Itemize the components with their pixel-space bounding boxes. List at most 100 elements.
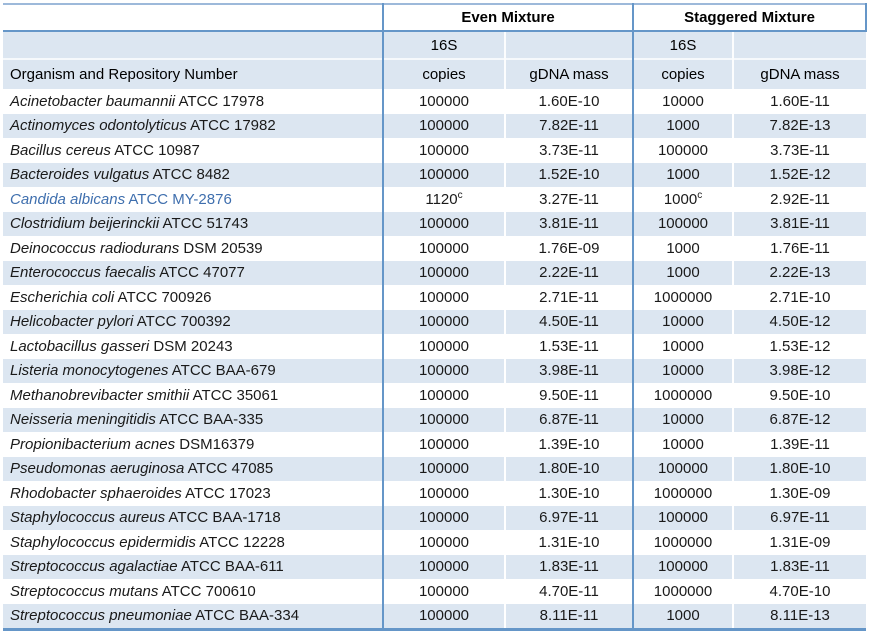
table-row: Enterococcus faecalis ATCC 47077 100000 2.… bbox=[3, 260, 866, 285]
even-gdna-mass-cell: 1.80E-10 bbox=[504, 456, 633, 481]
staggered-gdna-mass-cell: 4.50E-12 bbox=[732, 309, 866, 334]
staggered-16s-copies-cell: 1000000 bbox=[632, 383, 733, 408]
staggered-copies-label: copies bbox=[661, 66, 705, 83]
table-row: Candida albicans ATCC MY-2876 1120c 3.27E-… bbox=[3, 187, 866, 212]
table-row: Staphylococcus aureus ATCC BAA-1718 10000… bbox=[3, 505, 866, 530]
staggered-16s-copies-cell: 10000 bbox=[632, 334, 733, 359]
staggered-gdna-mass-cell: 6.97E-11 bbox=[732, 505, 866, 530]
organism-cell: Streptococcus agalactiae ATCC BAA-611 bbox=[10, 558, 284, 576]
staggered-16s-copies-cell: 1000c bbox=[632, 187, 733, 212]
organism-name: Staphylococcus aureus bbox=[10, 509, 166, 527]
organism-cell: Helicobacter pylori ATCC 700392 bbox=[10, 313, 231, 331]
staggered-16s-copies-cell: 1000 bbox=[632, 113, 733, 138]
staggered-gdna-mass-cell: 9.50E-10 bbox=[732, 383, 866, 408]
staggered-16s-copies-cell: 1000000 bbox=[632, 579, 733, 604]
even-16s-copies-cell: 100000 bbox=[382, 603, 505, 630]
even-gdna-mass-cell: 6.97E-11 bbox=[504, 505, 633, 530]
organism-cell: Staphylococcus aureus ATCC BAA-1718 bbox=[10, 509, 281, 527]
even-mixture-group-header: Even Mixture bbox=[382, 4, 633, 32]
even-gdna-spacer bbox=[506, 32, 632, 60]
table-row: Bacillus cereus ATCC 10987 100000 3.73E-11… bbox=[3, 138, 866, 163]
table-row: Propionibacterium acnes DSM16379 100000 1.… bbox=[3, 432, 866, 457]
organism-name: Bacteroides vulgatus bbox=[10, 166, 150, 184]
staggered-gdna-mass-cell: 1.52E-12 bbox=[732, 162, 866, 187]
even-gdna-mass-cell: 8.11E-11 bbox=[504, 603, 633, 630]
staggered-gdna-mass-cell: 2.71E-10 bbox=[732, 285, 866, 310]
even-16s-copies-cell: 100000 bbox=[382, 211, 505, 236]
even-16s-copies-cell: 100000 bbox=[382, 285, 505, 310]
staggered-16s-copies-cell: 10000 bbox=[632, 407, 733, 432]
organism-name: Helicobacter pylori bbox=[10, 313, 134, 331]
organism-name: Rhodobacter sphaeroides bbox=[10, 484, 182, 502]
staggered-gdna-mass-cell: 8.11E-13 bbox=[732, 603, 866, 630]
table-row: Streptococcus agalactiae ATCC BAA-611 100… bbox=[3, 554, 866, 579]
table-row: Clostridium beijerinckii ATCC 51743 10000… bbox=[3, 211, 866, 236]
sub-header-row: Organism and Repository Number 16S copie… bbox=[3, 31, 866, 89]
staggered-gdna-spacer bbox=[734, 32, 866, 60]
staggered-16s-copies-cell: 10000 bbox=[632, 432, 733, 457]
even-16s-copies-cell: 100000 bbox=[382, 358, 505, 383]
organism-name: Listeria monocytogenes bbox=[10, 362, 169, 380]
staggered-16s-copies-cell: 100000 bbox=[632, 505, 733, 530]
staggered-gdna-mass-cell: 2.22E-13 bbox=[732, 260, 866, 285]
even-copies-label: copies bbox=[422, 66, 466, 83]
even-16s-copies-cell: 100000 bbox=[382, 113, 505, 138]
table-row: Listeria monocytogenes ATCC BAA-679 10000… bbox=[3, 358, 866, 383]
even-16s-copies-cell: 100000 bbox=[382, 456, 505, 481]
staggered-16s-copies-cell: 1000 bbox=[632, 236, 733, 261]
organism-name: Candida albicans bbox=[10, 190, 126, 208]
footnote-marker: c bbox=[457, 189, 463, 201]
organism-cell: Enterococcus faecalis ATCC 47077 bbox=[10, 264, 245, 282]
even-16s-copies-cell: 100000 bbox=[382, 260, 505, 285]
even-gdna-mass-cell: 1.53E-11 bbox=[504, 334, 633, 359]
staggered-gdna-mass-cell: 1.80E-10 bbox=[732, 456, 866, 481]
staggered-gdna-mass-cell: 1.53E-12 bbox=[732, 334, 866, 359]
staggered-16s-copies-cell: 10000 bbox=[632, 358, 733, 383]
organism-name: Streptococcus pneumoniae bbox=[10, 607, 192, 625]
even-16s-copies-cell: 100000 bbox=[382, 407, 505, 432]
even-16s-copies-cell: 100000 bbox=[382, 579, 505, 604]
organism-name: Actinomyces odontolyticus bbox=[10, 117, 187, 135]
even-16s-label: 16S bbox=[384, 32, 504, 60]
even-gdna-mass-cell: 9.50E-11 bbox=[504, 383, 633, 408]
staggered-gdna-mass-cell: 3.81E-11 bbox=[732, 211, 866, 236]
organism-name: Escherichia coli bbox=[10, 288, 115, 306]
staggered-mixture-group-header: Staggered Mixture bbox=[632, 4, 867, 32]
organism-cell: Neisseria meningitidis ATCC BAA-335 bbox=[10, 411, 264, 429]
table-row: Helicobacter pylori ATCC 700392 100000 4.5… bbox=[3, 309, 866, 334]
organism-cell: Propionibacterium acnes DSM16379 bbox=[10, 435, 255, 453]
even-16s-copies-cell: 100000 bbox=[382, 138, 505, 163]
organism-header-spacer bbox=[3, 32, 382, 60]
organism-cell: Staphylococcus epidermidis ATCC 12228 bbox=[10, 533, 285, 551]
even-16s-copies-cell: 100000 bbox=[382, 481, 505, 506]
even-gdna-mass-header: gDNA mass bbox=[504, 31, 633, 89]
table-row: Lactobacillus gasseri DSM 20243 100000 1.5… bbox=[3, 334, 866, 359]
staggered-gdna-mass-cell: 1.76E-11 bbox=[732, 236, 866, 261]
staggered-gdna-mass-cell: 4.70E-10 bbox=[732, 579, 866, 604]
staggered-gdna-mass-cell: 1.60E-11 bbox=[732, 89, 866, 114]
even-gdna-mass-cell: 3.27E-11 bbox=[504, 187, 633, 212]
organism-name: Acinetobacter baumannii bbox=[10, 92, 176, 110]
mock-community-table-sheet: Even Mixture Staggered Mixture Organism … bbox=[0, 3, 869, 635]
even-gdna-label: gDNA mass bbox=[529, 66, 609, 83]
table-row: Acinetobacter baumannii ATCC 17978 100000… bbox=[3, 89, 866, 114]
even-16s-copies-cell: 1120c bbox=[382, 187, 505, 212]
organism-name: Enterococcus faecalis bbox=[10, 264, 156, 282]
organism-name: Deinococcus radiodurans bbox=[10, 239, 180, 257]
staggered-16s-label: 16S bbox=[634, 32, 732, 60]
even-gdna-mass-cell: 4.70E-11 bbox=[504, 579, 633, 604]
staggered-gdna-mass-cell: 3.98E-12 bbox=[732, 358, 866, 383]
even-16s-copies-header: 16S copies bbox=[382, 31, 505, 89]
footnote-marker: c bbox=[697, 189, 703, 201]
staggered-16s-copies-cell: 10000 bbox=[632, 309, 733, 334]
table-row: Streptococcus pneumoniae ATCC BAA-334 100… bbox=[3, 603, 866, 630]
table-row: Bacteroides vulgatus ATCC 8482 100000 1.52… bbox=[3, 162, 866, 187]
organism-cell: Bacillus cereus ATCC 10987 bbox=[10, 141, 200, 159]
organism-name: Pseudomonas aeruginosa bbox=[10, 460, 185, 478]
staggered-gdna-mass-cell: 1.31E-09 bbox=[732, 530, 866, 555]
organism-cell: Pseudomonas aeruginosa ATCC 47085 bbox=[10, 460, 274, 478]
staggered-16s-copies-cell: 1000 bbox=[632, 603, 733, 630]
table-row: Pseudomonas aeruginosa ATCC 47085 100000 1… bbox=[3, 456, 866, 481]
even-gdna-mass-cell: 1.39E-10 bbox=[504, 432, 633, 457]
organism-cell: Clostridium beijerinckii ATCC 51743 bbox=[10, 215, 249, 233]
